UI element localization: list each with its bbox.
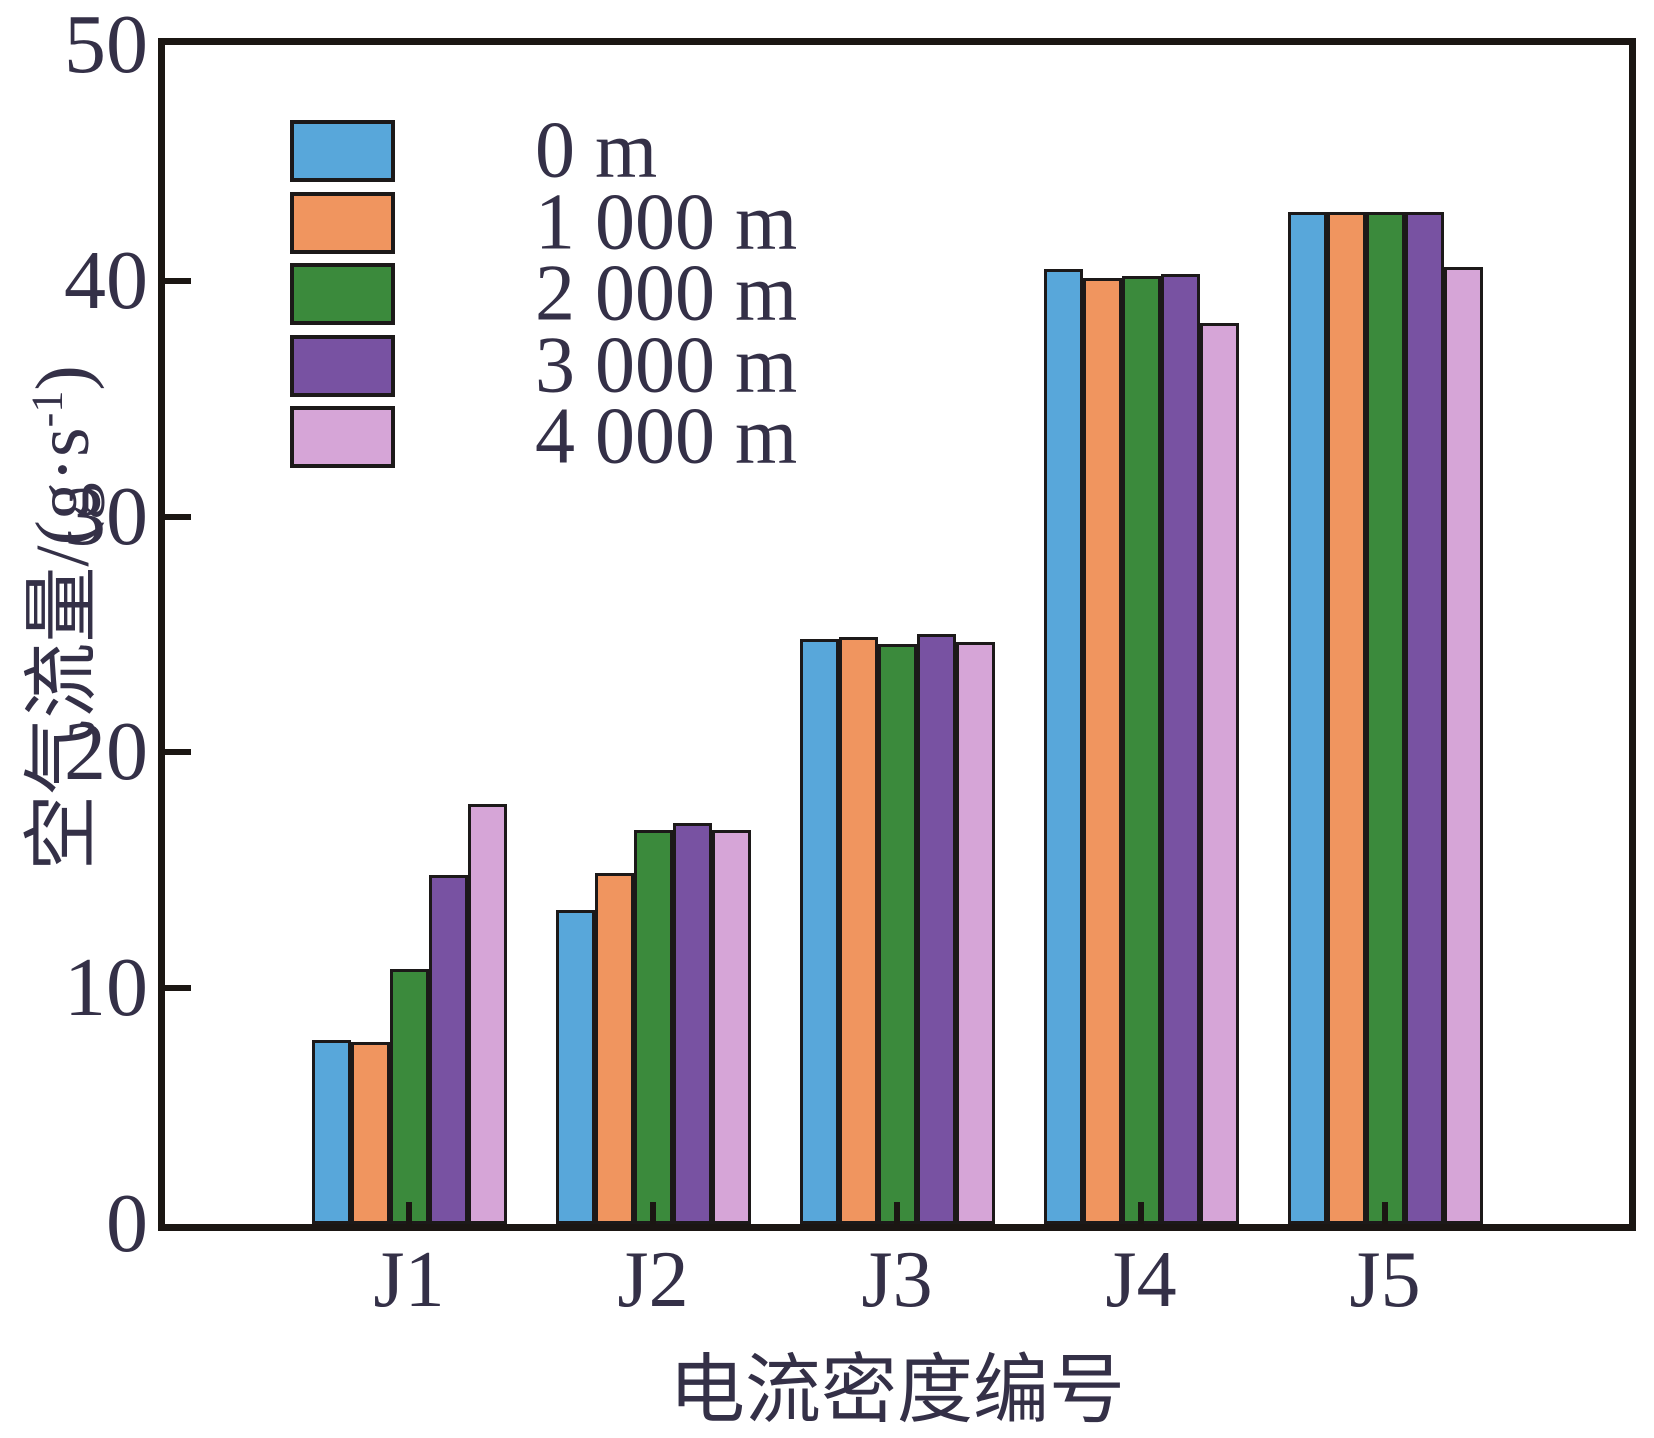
bar-J2-2000m [634,830,673,1224]
legend-label: 0 m [535,106,658,195]
legend-swatch [290,192,395,254]
bar-J1-4000m [468,804,507,1224]
y-tick-label: 10 [64,941,148,1034]
bar-J5-3000m [1405,212,1444,1224]
bar-J4-1000m [1083,278,1122,1224]
x-tick [650,1202,656,1224]
x-tick [1382,1202,1388,1224]
y-tick [165,749,191,755]
bar-J3-2000m [878,644,917,1224]
x-tick-label: J2 [617,1236,689,1324]
x-tick-label: J5 [1349,1236,1421,1324]
bar-J3-4000m [956,642,995,1224]
bar-J1-3000m [429,875,468,1224]
y-axis-title-superscript: -1 [22,390,72,428]
x-axis-title: 电流密度编号 [669,1349,1125,1433]
legend-label: 4 000 m [535,392,798,481]
x-tick [406,1202,412,1224]
y-tick [165,278,191,284]
y-axis-title-suffix: ) [21,365,105,391]
y-tick-label: 0 [106,1177,148,1270]
bar-J2-4000m [712,830,751,1224]
bar-J1-2000m [390,969,429,1224]
legend-swatch [290,406,395,468]
x-tick [894,1202,900,1224]
bar-J2-3000m [673,823,712,1224]
y-tick-label: 30 [64,470,148,563]
bar-J4-4000m [1200,323,1239,1224]
x-tick-label: J1 [373,1236,445,1324]
legend-swatch [290,335,395,397]
bar-J5-0m [1288,212,1327,1224]
bar-J3-1000m [839,637,878,1224]
legend-label: 3 000 m [535,321,798,410]
bar-J2-1000m [595,873,634,1224]
bar-J1-0m [312,1040,351,1224]
bar-J5-2000m [1366,212,1405,1224]
bar-J5-1000m [1327,212,1366,1224]
bar-J3-3000m [917,634,956,1224]
legend-swatch [290,263,395,325]
x-tick-label: J3 [861,1236,933,1324]
bar-J1-1000m [351,1042,390,1224]
bar-J5-4000m [1444,267,1483,1224]
bar-J4-3000m [1161,274,1200,1224]
y-tick-label: 50 [64,0,148,91]
bar-J3-0m [800,639,839,1224]
legend-label: 2 000 m [535,249,798,338]
y-tick [165,514,191,520]
y-tick-label: 20 [64,705,148,798]
bar-J4-0m [1044,269,1083,1224]
y-tick-label: 40 [64,234,148,327]
bar-J4-2000m [1122,276,1161,1224]
y-tick [165,985,191,991]
bar-J2-0m [556,910,595,1224]
legend-label: 1 000 m [535,178,798,267]
x-tick-label: J4 [1105,1236,1177,1324]
x-tick [1138,1202,1144,1224]
legend-swatch [290,120,395,182]
